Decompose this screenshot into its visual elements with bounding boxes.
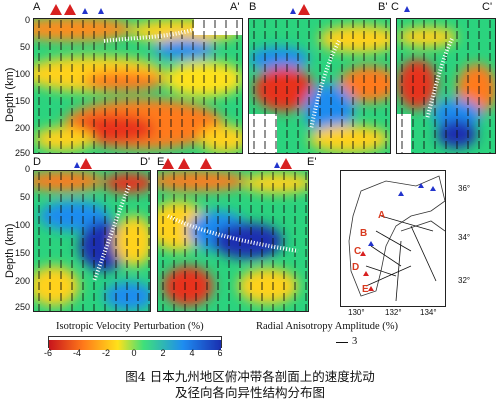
section-panel-e [157, 170, 309, 312]
panel-a-end-label: A' [230, 1, 240, 13]
velocity-colorbar [48, 336, 222, 350]
figure-caption-line2: 及径向各向异性结构分布图 [174, 385, 325, 400]
section-panel-b [248, 18, 391, 154]
panel-b-start-label: B [249, 1, 257, 13]
anisotropy-scale-bar [336, 342, 348, 343]
section-panel-d [33, 170, 151, 312]
panel-d-start-label: D [33, 156, 41, 168]
anisotropy-legend-title: Radial Anisotropy Amplitude (%) [256, 321, 399, 332]
panel-b-end-label: B' [378, 1, 388, 13]
section-panel-a [33, 18, 243, 154]
location-map [340, 170, 446, 307]
panel-e-start-label: E [157, 156, 165, 168]
section-panel-c [396, 18, 496, 154]
panel-c-start-label: C [391, 1, 399, 13]
figure-caption-line1: 图4 日本九州地区俯冲带各剖面上的速度扰动 [125, 369, 375, 384]
panel-c-end-label: C' [482, 1, 493, 13]
anisotropy-scale-value: 3 [352, 336, 358, 347]
panel-d-end-label: D' [140, 156, 151, 168]
panel-a-start-label: A [33, 1, 41, 13]
colorbar-title: Isotropic Velocity Perturbation (%) [56, 321, 204, 332]
panel-e-end-label: E' [307, 156, 317, 168]
